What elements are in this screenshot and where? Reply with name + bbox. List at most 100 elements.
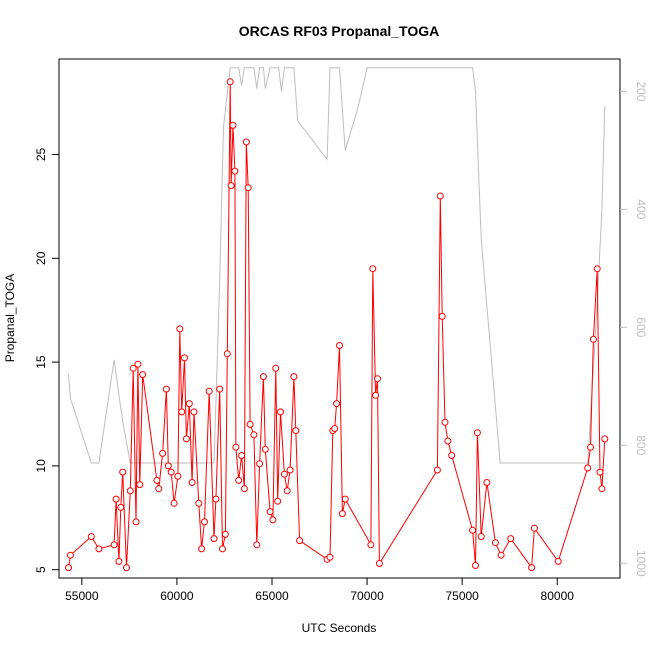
data-point bbox=[469, 526, 477, 534]
data-point bbox=[195, 499, 203, 507]
data-point bbox=[598, 485, 606, 493]
data-point bbox=[162, 385, 170, 393]
data-point bbox=[433, 466, 441, 474]
data-point bbox=[232, 443, 240, 451]
data-point bbox=[229, 121, 237, 129]
data-point bbox=[182, 435, 190, 443]
data-point bbox=[441, 418, 449, 426]
data-point bbox=[126, 487, 134, 495]
data-point bbox=[216, 385, 224, 393]
data-point bbox=[112, 495, 120, 503]
data-point bbox=[159, 449, 167, 457]
data-point bbox=[326, 553, 334, 561]
chart-title: ORCAS RF03 Propanal_TOGA bbox=[239, 23, 439, 39]
data-point bbox=[333, 400, 341, 408]
data-point bbox=[231, 167, 239, 175]
data-point bbox=[530, 524, 538, 532]
y-tick-label: 15 bbox=[34, 355, 48, 369]
data-point bbox=[117, 503, 125, 511]
x-tick-label: 65000 bbox=[255, 589, 289, 603]
data-point bbox=[554, 557, 562, 565]
data-point bbox=[589, 335, 597, 343]
data-point bbox=[153, 476, 161, 484]
data-point bbox=[227, 182, 235, 190]
data-point bbox=[336, 342, 343, 349]
data-point bbox=[132, 518, 140, 526]
y-tick-label: 25 bbox=[34, 148, 48, 162]
data-point bbox=[369, 265, 377, 273]
data-point bbox=[235, 476, 243, 484]
data-point bbox=[473, 429, 481, 437]
x-axis: 55000 60000 65000 70000 75000 80000 bbox=[65, 578, 574, 603]
data-point bbox=[242, 138, 250, 146]
right-tick-label: 400 bbox=[634, 199, 648, 219]
data-point bbox=[290, 373, 298, 381]
x-axis-label: UTC Seconds bbox=[302, 621, 377, 635]
altitude-line bbox=[68, 67, 606, 464]
data-point bbox=[115, 557, 123, 565]
data-point bbox=[139, 371, 147, 379]
right-tick-label: 1000 bbox=[634, 550, 648, 577]
data-point bbox=[185, 400, 193, 408]
data-point bbox=[292, 427, 300, 435]
data-point bbox=[136, 481, 144, 489]
data-point bbox=[246, 420, 254, 428]
data-point bbox=[277, 408, 284, 416]
data-point bbox=[95, 545, 103, 553]
data-point bbox=[259, 373, 267, 381]
data-point bbox=[436, 192, 444, 200]
data-point bbox=[240, 485, 248, 493]
right-axis: 200 400 600 800 1000 bbox=[620, 81, 648, 577]
data-point bbox=[584, 464, 592, 472]
y-tick-label: 5 bbox=[34, 566, 48, 573]
data-point bbox=[219, 545, 226, 553]
data-point bbox=[367, 541, 375, 549]
data-point bbox=[256, 460, 264, 468]
data-point bbox=[472, 562, 479, 569]
data-point bbox=[375, 560, 383, 567]
right-tick-label: 200 bbox=[634, 81, 648, 101]
data-point bbox=[497, 551, 505, 559]
data-point bbox=[65, 564, 72, 572]
data-point bbox=[123, 564, 130, 572]
data-point bbox=[226, 78, 234, 86]
data-point bbox=[174, 472, 182, 480]
data-point bbox=[587, 443, 594, 451]
data-point bbox=[374, 375, 381, 383]
data-point bbox=[66, 551, 74, 559]
propanal-series bbox=[65, 78, 609, 572]
data-point bbox=[170, 499, 178, 507]
data-point bbox=[261, 445, 269, 453]
data-point bbox=[331, 425, 339, 432]
data-point bbox=[238, 452, 246, 459]
data-point bbox=[448, 452, 456, 459]
data-point bbox=[205, 387, 213, 395]
data-point bbox=[272, 364, 280, 372]
data-point bbox=[221, 530, 229, 538]
data-point bbox=[110, 541, 118, 549]
right-tick-label: 600 bbox=[634, 317, 648, 337]
x-tick-label: 55000 bbox=[65, 589, 99, 603]
data-point bbox=[593, 265, 601, 273]
data-point bbox=[477, 533, 485, 540]
data-point bbox=[181, 354, 188, 362]
data-point bbox=[286, 466, 294, 474]
data-point bbox=[164, 462, 172, 470]
data-point bbox=[253, 541, 261, 549]
data-point bbox=[250, 431, 258, 439]
data-point bbox=[212, 495, 220, 503]
data-point bbox=[266, 508, 274, 516]
data-point bbox=[119, 468, 127, 476]
data-point bbox=[198, 545, 206, 553]
data-point bbox=[372, 391, 380, 399]
data-point bbox=[223, 350, 231, 358]
data-point bbox=[176, 325, 184, 333]
data-point bbox=[296, 537, 304, 545]
data-point bbox=[483, 479, 491, 486]
propanal-line bbox=[68, 81, 606, 570]
x-tick-label: 60000 bbox=[160, 589, 194, 603]
plot-frame bbox=[58, 58, 621, 579]
x-tick-label: 70000 bbox=[350, 589, 384, 603]
right-tick-label: 800 bbox=[634, 435, 648, 455]
